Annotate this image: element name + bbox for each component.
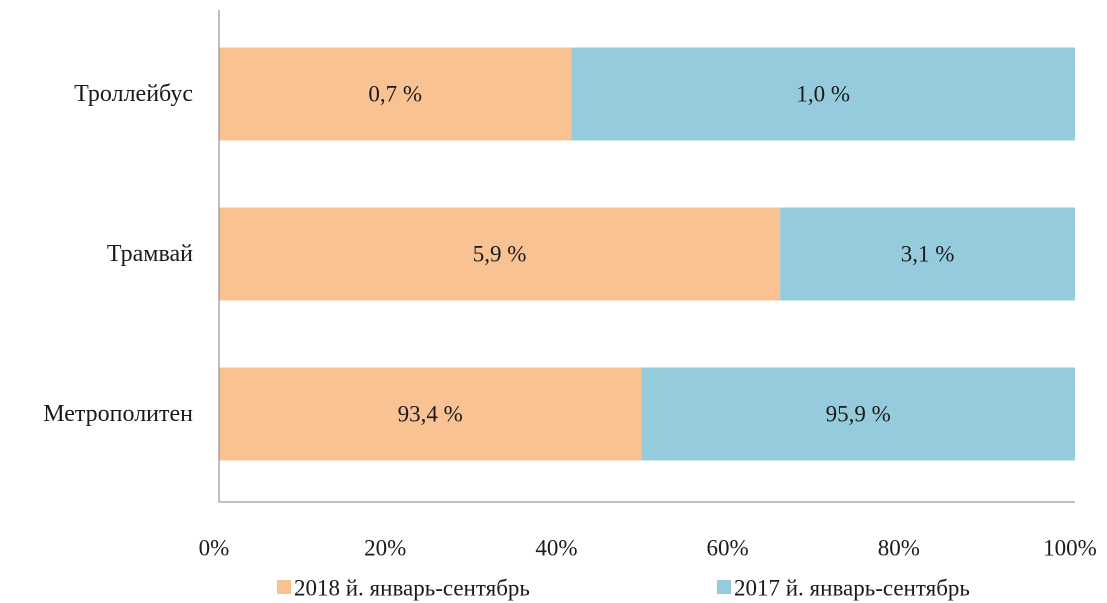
bar-2017-2 xyxy=(641,367,1075,461)
bar-2018-0 xyxy=(219,47,572,141)
category-label-1: Трамвай xyxy=(107,241,193,267)
legend-swatch-2017 xyxy=(717,580,731,594)
x-tick-label-2: 40% xyxy=(535,536,577,561)
x-tick-label-4: 80% xyxy=(878,536,920,561)
bar-2017-1 xyxy=(780,207,1075,301)
legend: 2018 й. январь-сентябрь 2017 й. январь-се… xyxy=(277,576,970,601)
bars-layer xyxy=(219,47,1075,461)
data-label-2017-2: 95,9 % xyxy=(826,402,891,427)
data-labels: 0,7 % 1,0 % 5,9 % 3,1 % 93,4 % 95,9 % xyxy=(368,82,954,427)
x-tick-labels: 0% 20% 40% 60% 80% 100% xyxy=(199,536,1097,561)
legend-label-2018: 2018 й. январь-сентябрь xyxy=(294,576,530,601)
x-tick-label-5: 100% xyxy=(1043,536,1097,561)
data-label-2018-2: 93,4 % xyxy=(398,402,463,427)
x-tick-label-1: 20% xyxy=(364,536,406,561)
data-label-2017-0: 1,0 % xyxy=(796,82,850,107)
legend-label-2017: 2017 й. январь-сентябрь xyxy=(734,576,970,601)
category-label-0: Троллейбус xyxy=(74,81,193,107)
bar-2017-0 xyxy=(571,47,1075,141)
bar-2018-1 xyxy=(219,207,781,301)
x-tick-label-0: 0% xyxy=(199,536,230,561)
category-label-2: Метрополитен xyxy=(43,401,193,427)
category-labels: Троллейбус Трамвай Метрополитен xyxy=(43,81,193,427)
x-tick-label-3: 60% xyxy=(707,536,749,561)
data-label-2018-1: 5,9 % xyxy=(473,242,527,267)
data-label-2018-0: 0,7 % xyxy=(368,82,422,107)
legend-swatch-2018 xyxy=(277,580,291,594)
bar-2018-2 xyxy=(219,367,642,461)
data-label-2017-1: 3,1 % xyxy=(901,242,955,267)
